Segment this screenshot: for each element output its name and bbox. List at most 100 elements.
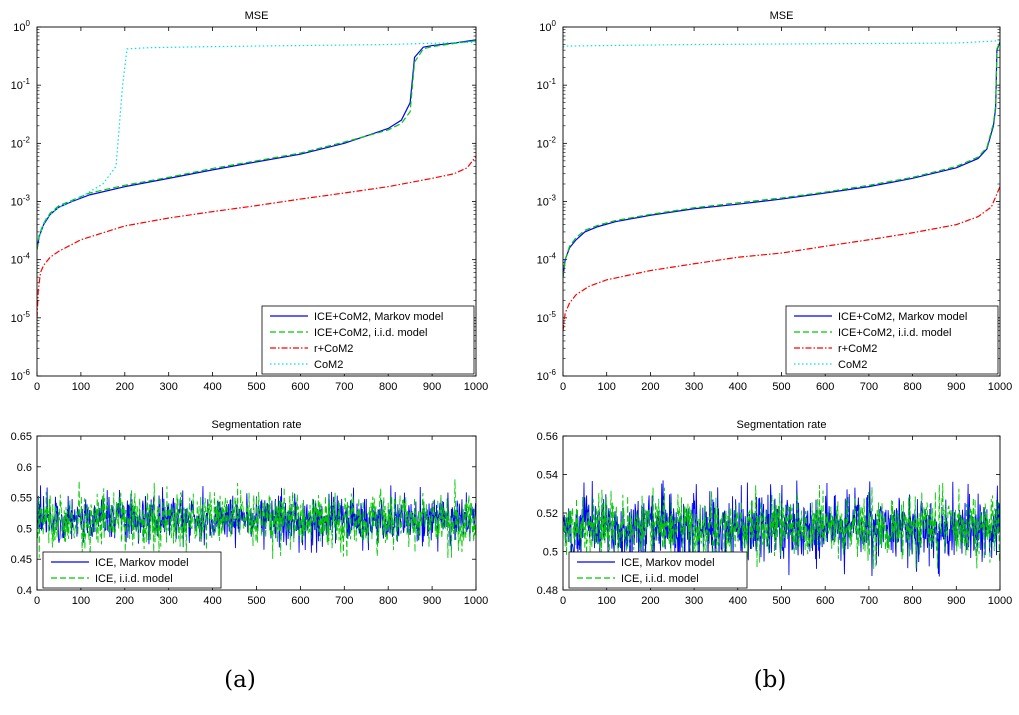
chart-title: MSE xyxy=(770,10,794,22)
x-tick-label: 300 xyxy=(160,381,178,393)
x-tick-label: 500 xyxy=(772,595,790,607)
x-tick-label: 1000 xyxy=(988,381,1012,393)
y-tick-label: 10-1 xyxy=(11,77,31,92)
axes-box xyxy=(36,26,477,377)
y-tick-label: 10-3 xyxy=(11,194,31,209)
x-tick-label: 800 xyxy=(379,595,397,607)
caption-b: (b) xyxy=(753,667,787,693)
y-tick-label: 10-4 xyxy=(11,252,31,267)
x-tick-label: 400 xyxy=(729,381,747,393)
x-tick-label: 600 xyxy=(291,381,309,393)
x-tick-label: 600 xyxy=(816,595,834,607)
plot-area xyxy=(37,479,476,559)
x-tick-label: 0 xyxy=(34,595,40,607)
legend-label: CoM2 xyxy=(838,359,867,371)
x-tick-label: 100 xyxy=(598,381,616,393)
y-tick-label: 10-1 xyxy=(537,77,557,92)
chart-b-bottom: Segmentation rate 0 100 200 300 400 500 600 700 8… xyxy=(537,419,1013,607)
x-tick-label: 900 xyxy=(947,381,965,393)
legend-label: ICE+CoM2, i.i.d. model xyxy=(838,327,951,339)
series-line-1 xyxy=(37,40,476,250)
legend-box xyxy=(785,305,999,375)
y-tick-label: 0.5 xyxy=(17,523,32,535)
series-line-0 xyxy=(563,41,1000,278)
chart-a-bottom: Segmentation rate 0 100 200 300 400 500 600 700 8… xyxy=(11,419,489,607)
y-tick-label: 0.54 xyxy=(537,470,558,482)
legend-box xyxy=(261,305,475,375)
legend: ICE, Markov model ICE, i.i.d. model xyxy=(42,551,222,589)
x-tick-label: 400 xyxy=(203,595,221,607)
legend-label: ICE, i.i.d. model xyxy=(95,573,173,585)
legend-label: r+CoM2 xyxy=(838,343,877,355)
x-tick-label: 600 xyxy=(291,595,309,607)
y-tick-label: 0.56 xyxy=(537,431,558,443)
legend-label: r+CoM2 xyxy=(314,343,353,355)
x-tick-label: 700 xyxy=(860,381,878,393)
chart-title: Segmentation rate xyxy=(212,419,302,431)
x-tick-label: 100 xyxy=(72,595,90,607)
chart-title: MSE xyxy=(245,10,269,22)
y-tick-label: 0.6 xyxy=(17,462,32,474)
x-tick-label: 400 xyxy=(729,595,747,607)
y-tick-label: 10-2 xyxy=(11,135,31,150)
y-tick-label: 0.5 xyxy=(543,547,558,559)
legend: ICE+CoM2, Markov model ICE+CoM2, i.i.d. m… xyxy=(785,305,999,375)
y-tick-label: 0.45 xyxy=(11,554,32,566)
legend-label: ICE, i.i.d. model xyxy=(621,573,699,585)
x-tick-label: 900 xyxy=(947,595,965,607)
chart-b-top: MSE 0 100 200 300 400 500 600 700 800 900 1000 10-6 1… xyxy=(537,10,1013,393)
y-tick-label: 0.65 xyxy=(11,431,32,443)
x-tick-label: 700 xyxy=(860,595,878,607)
y-tick-label: 100 xyxy=(539,19,556,34)
x-tick-label: 1000 xyxy=(464,595,488,607)
x-tick-label: 0 xyxy=(34,381,40,393)
legend-box xyxy=(42,551,222,589)
x-tick-label: 800 xyxy=(903,381,921,393)
x-tick-label: 900 xyxy=(423,381,441,393)
caption-a: (a) xyxy=(224,667,256,693)
series-line-1 xyxy=(37,479,476,559)
y-tick-label: 10-4 xyxy=(537,252,557,267)
chart-a-top: MSE 0 100 200 300 400 500 600 700 800 900 1000 10-6 1… xyxy=(11,10,489,393)
x-tick-label: 0 xyxy=(560,595,566,607)
x-tick-label: 500 xyxy=(247,595,265,607)
series-line-2 xyxy=(37,155,476,318)
x-tick-label: 300 xyxy=(685,381,703,393)
x-tick-label: 1000 xyxy=(988,595,1012,607)
x-tick-label: 100 xyxy=(72,381,90,393)
x-tick-label: 900 xyxy=(423,595,441,607)
legend-label: ICE+CoM2, i.i.d. model xyxy=(314,327,427,339)
y-tick-label: 10-5 xyxy=(537,310,557,325)
axes-box xyxy=(36,435,477,591)
x-tick-label: 800 xyxy=(379,381,397,393)
series-line-2 xyxy=(563,186,1000,331)
legend-label: ICE, Markov model xyxy=(95,557,189,569)
y-tick-label: 10-5 xyxy=(11,310,31,325)
y-tick-label: 0.48 xyxy=(537,585,558,597)
series-line-1 xyxy=(563,41,1000,278)
x-tick-label: 800 xyxy=(903,595,921,607)
y-tick-label: 10-3 xyxy=(537,194,557,209)
x-tick-label: 0 xyxy=(560,381,566,393)
y-tick-label: 0.4 xyxy=(17,585,32,597)
legend-label: ICE, Markov model xyxy=(621,557,715,569)
axes-box xyxy=(562,26,1001,377)
legend-label: ICE+CoM2, Markov model xyxy=(314,311,443,323)
axes-box xyxy=(562,435,1001,591)
y-tick-label: 0.52 xyxy=(537,508,558,520)
legend: ICE, Markov model ICE, i.i.d. model xyxy=(568,551,748,589)
plot-area xyxy=(37,39,476,318)
y-tick-label: 100 xyxy=(13,19,30,34)
x-tick-label: 500 xyxy=(247,381,265,393)
series-line-1 xyxy=(563,482,1000,570)
x-tick-label: 200 xyxy=(641,381,659,393)
y-tick-label: 10-6 xyxy=(537,368,557,383)
chart-title: Segmentation rate xyxy=(737,419,827,431)
x-tick-label: 300 xyxy=(160,595,178,607)
x-tick-label: 500 xyxy=(772,381,790,393)
x-tick-label: 700 xyxy=(335,381,353,393)
x-tick-label: 100 xyxy=(598,595,616,607)
x-tick-label: 1000 xyxy=(464,381,488,393)
x-tick-label: 300 xyxy=(685,595,703,607)
